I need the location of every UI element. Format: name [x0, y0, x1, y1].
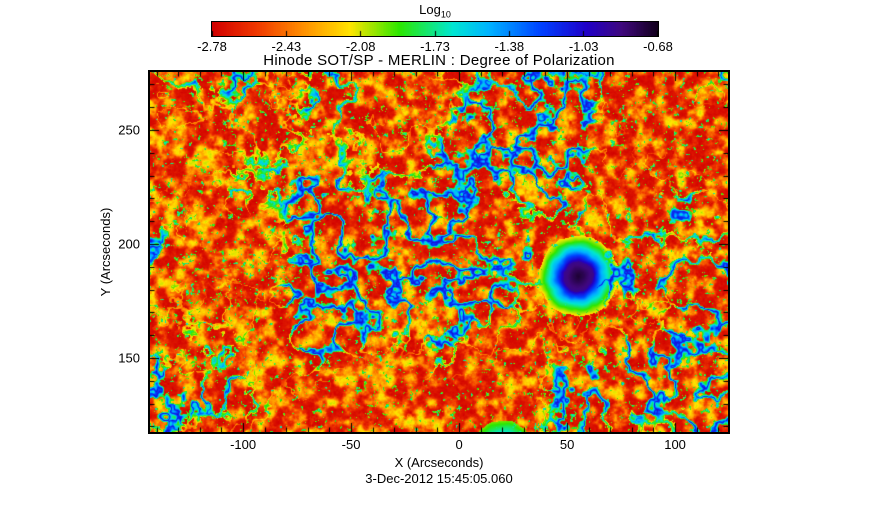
colorbar-title-subscript: 10	[440, 9, 451, 20]
y-axis-tick-label: 200	[118, 236, 140, 252]
colorbar-tick-labels: -2.78 -2.43 -2.08 -1.73 -1.38 -1.03 -0.68	[197, 39, 673, 54]
colorbar-title: Log10	[212, 2, 658, 20]
x-axis-tick-label: -50	[341, 437, 361, 452]
colorbar-tick-label: -1.03	[568, 39, 599, 54]
colorbar-tick-label: -0.68	[643, 39, 673, 54]
x-axis-tick-label: 50	[559, 437, 575, 452]
plot-title: Hinode SOT/SP - MERLIN : Degree of Polar…	[263, 52, 615, 69]
colorbar-tick-label: -2.08	[345, 39, 376, 54]
x-axis-tick-label: 100	[664, 437, 686, 452]
x-axis-tick-label: 0	[455, 437, 463, 452]
y-axis-tick-label: 150	[118, 350, 140, 366]
y-axis-tick-label: 250	[118, 122, 140, 138]
x-axis-title: X (Arcseconds)	[394, 455, 484, 470]
colorbar-tick-label: -1.38	[494, 39, 525, 54]
x-axis-tick-label: -100	[230, 437, 257, 452]
y-axis-title: Y (Arcseconds)	[98, 207, 113, 297]
timestamp-label: 3-Dec-2012 15:45:05.060	[365, 471, 513, 486]
colorbar-tick-label: -1.73	[420, 39, 450, 54]
colorbar-title-text: Log	[419, 2, 441, 17]
y-axis-tick-labels: 150 200 250	[100, 72, 144, 432]
colorbar-tick-label: -2.43	[271, 39, 302, 54]
colorbar	[211, 21, 659, 37]
plot-frame	[148, 70, 730, 434]
colorbar-tick-label: -2.78	[197, 39, 227, 54]
colorbar-gradient	[212, 22, 658, 36]
x-axis-tick-labels: -100 -50 0 50 100	[150, 437, 728, 452]
heatmap-canvas	[150, 72, 728, 432]
